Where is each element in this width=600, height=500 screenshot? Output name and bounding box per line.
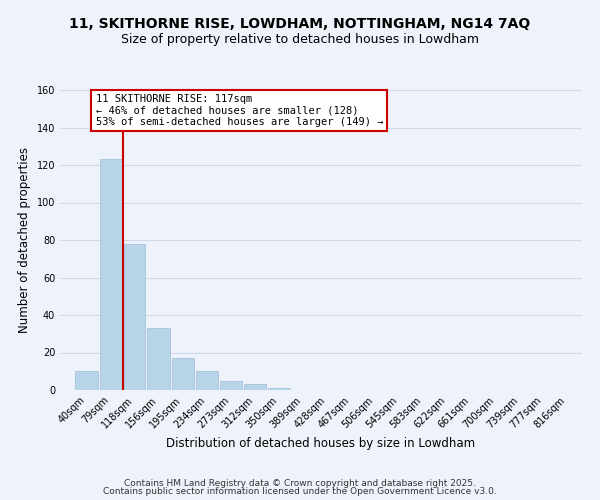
Y-axis label: Number of detached properties: Number of detached properties — [18, 147, 31, 333]
Bar — [76, 371, 98, 390]
Bar — [220, 380, 242, 390]
Bar — [172, 358, 194, 390]
Bar — [124, 244, 145, 390]
Bar — [244, 384, 266, 390]
X-axis label: Distribution of detached houses by size in Lowdham: Distribution of detached houses by size … — [166, 437, 476, 450]
Bar — [148, 328, 170, 390]
Text: Size of property relative to detached houses in Lowdham: Size of property relative to detached ho… — [121, 32, 479, 46]
Text: Contains HM Land Registry data © Crown copyright and database right 2025.: Contains HM Land Registry data © Crown c… — [124, 478, 476, 488]
Text: 11 SKITHORNE RISE: 117sqm
← 46% of detached houses are smaller (128)
53% of semi: 11 SKITHORNE RISE: 117sqm ← 46% of detac… — [95, 94, 383, 127]
Bar — [100, 160, 122, 390]
Text: 11, SKITHORNE RISE, LOWDHAM, NOTTINGHAM, NG14 7AQ: 11, SKITHORNE RISE, LOWDHAM, NOTTINGHAM,… — [70, 18, 530, 32]
Text: Contains public sector information licensed under the Open Government Licence v3: Contains public sector information licen… — [103, 487, 497, 496]
Bar — [268, 388, 290, 390]
Bar — [196, 371, 218, 390]
